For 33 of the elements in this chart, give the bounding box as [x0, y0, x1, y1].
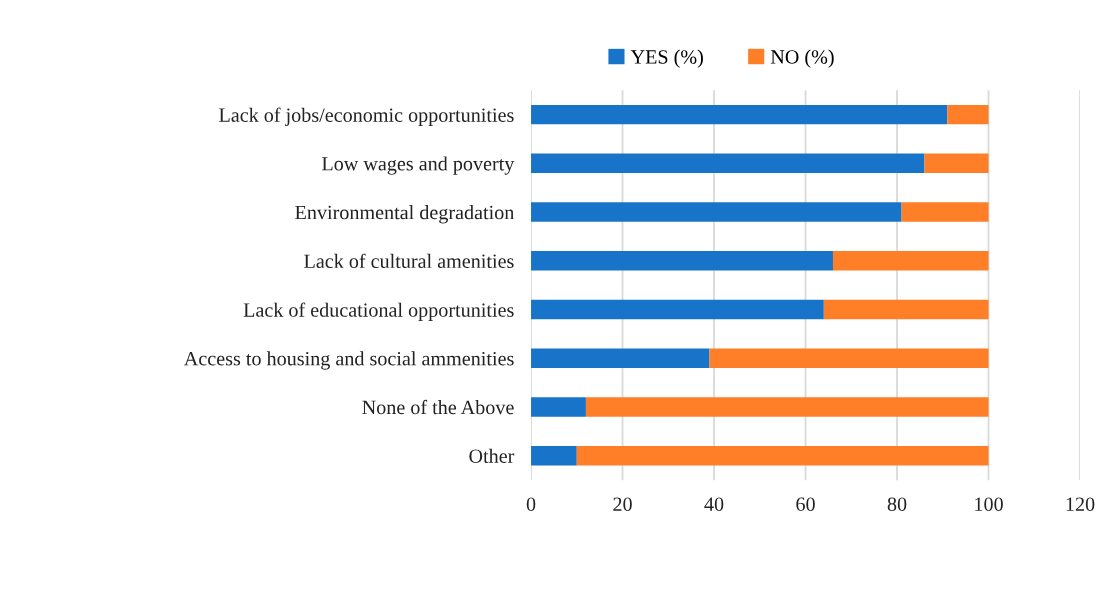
x-tick-label: 80 [887, 497, 907, 511]
bar [531, 104, 948, 125]
x-tick-label: 60 [796, 497, 815, 511]
bar [585, 397, 989, 417]
y-tick-label: Low wages and poverty [321, 156, 515, 175]
y-tick-label: Lack of jobs/economic opportunities [219, 107, 514, 126]
y-tick-label: Other [469, 448, 515, 463]
legend-label: NO (%) [770, 49, 834, 68]
x-tick-label: 120 [1066, 497, 1095, 511]
y-tick-label: Environmental degradation [295, 205, 515, 224]
bar [531, 251, 833, 271]
bar [901, 202, 989, 222]
bar [832, 251, 989, 271]
y-tick-label: Lack of cultural amenities [304, 253, 514, 269]
bar [531, 299, 824, 320]
x-tick-label: 40 [704, 497, 724, 511]
bar [709, 348, 989, 369]
bar [531, 153, 925, 174]
x-tick-label: 100 [975, 497, 1003, 511]
bar [924, 153, 989, 174]
bar [576, 446, 989, 466]
y-tick-label: Access to housing and social ammenities [184, 351, 514, 370]
bar [531, 446, 577, 466]
bar [823, 299, 989, 320]
bar [531, 202, 902, 222]
y-tick-label: None of the Above [362, 399, 514, 415]
y-tick-label: Lack of educational opportunities [243, 302, 514, 321]
x-tick-label: 0 [526, 497, 536, 511]
bar [531, 348, 710, 369]
bar [947, 104, 989, 125]
legend-label: YES (%) [630, 49, 703, 68]
bar [531, 397, 586, 417]
x-tick-label: 20 [613, 497, 632, 511]
